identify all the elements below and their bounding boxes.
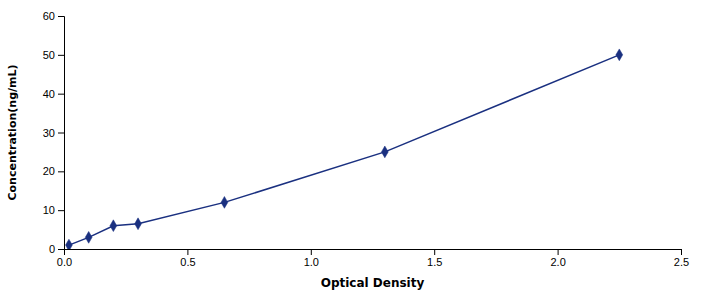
point [135, 218, 142, 230]
plot: 0.0 0.5 1.0 1.5 2.0 2.5 0 10 20 30 40 50 60 [43, 10, 689, 268]
axis-line [65, 250, 682, 256]
tick-mark [187, 249, 188, 255]
tick-label: 50 [43, 49, 55, 61]
tick-mark [58, 16, 64, 17]
axis-line [58, 17, 65, 250]
tick-label: 0.5 [180, 256, 195, 268]
tick-label: 60 [43, 10, 55, 22]
tick: 0 [49, 243, 64, 255]
tick: 30 [43, 127, 64, 139]
tick-mark [58, 94, 64, 95]
y-axis-title: Concentration(ng/mL) [6, 64, 19, 200]
tick: 2.5 [674, 249, 689, 268]
tick-label: 2.0 [550, 256, 565, 268]
tick-mark [58, 249, 64, 250]
series [66, 49, 623, 249]
tick-label: 10 [43, 204, 55, 216]
tick-label: 20 [43, 165, 55, 177]
tick-mark [311, 249, 312, 255]
tick-mark [58, 133, 64, 134]
tick: 50 [43, 49, 64, 61]
tick-label: 0 [49, 243, 55, 255]
point [221, 197, 228, 209]
x-axis: 0.0 0.5 1.0 1.5 2.0 2.5 [57, 249, 689, 268]
tick-label: 1.5 [427, 256, 442, 268]
tick: 20 [43, 165, 64, 177]
x-axis-title: Optical Density [321, 276, 425, 290]
tick: 60 [43, 10, 64, 22]
point [381, 146, 388, 158]
tick-label: 1.0 [304, 256, 319, 268]
tick-label: 30 [43, 127, 55, 139]
tick-mark [58, 55, 64, 56]
point [616, 49, 623, 61]
tick: 1.5 [427, 249, 442, 268]
tick: 1.0 [304, 249, 319, 268]
tick-mark [558, 249, 559, 255]
y-axis: 0 10 20 30 40 50 60 [43, 10, 65, 255]
point [110, 220, 117, 232]
tick-mark [58, 210, 64, 211]
tick: 40 [43, 88, 64, 100]
point [66, 239, 73, 249]
point [85, 231, 92, 243]
tick-mark [58, 171, 64, 172]
tick-label: 2.5 [674, 256, 689, 268]
tick-label: 40 [43, 88, 55, 100]
tick: 10 [43, 204, 64, 216]
chart: 0.0 0.5 1.0 1.5 2.0 2.5 0 10 20 30 40 50 60 Optical D… [0, 0, 705, 297]
tick-mark [434, 249, 435, 255]
tick: 0.0 [57, 249, 72, 268]
tick-mark [681, 249, 682, 255]
line [69, 55, 619, 245]
tick: 0.5 [180, 249, 195, 268]
tick-label: 0.0 [57, 256, 72, 268]
tick: 2.0 [550, 249, 565, 268]
